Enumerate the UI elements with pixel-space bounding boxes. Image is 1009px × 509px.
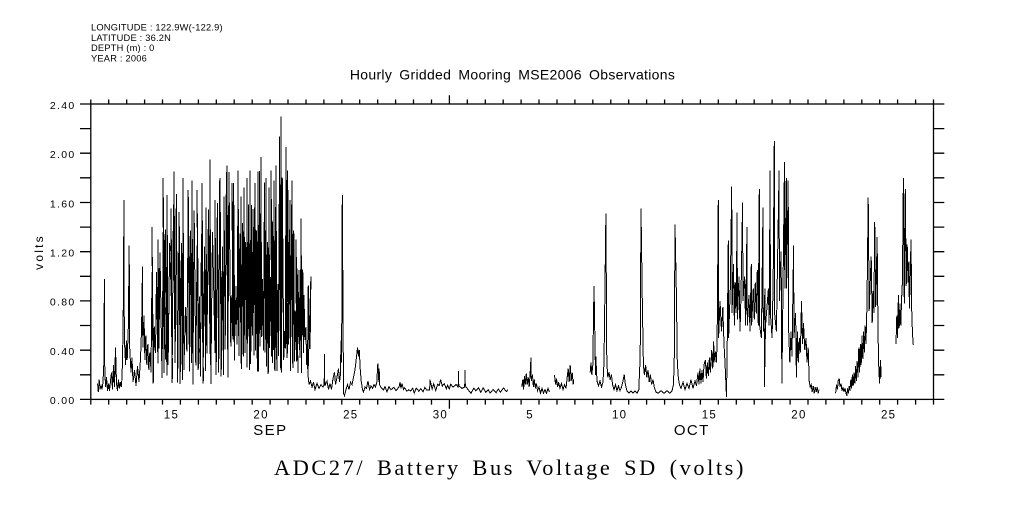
svg-text:OCT: OCT (674, 422, 710, 439)
svg-text:volts: volts (32, 234, 46, 270)
svg-text:2.40: 2.40 (50, 100, 76, 112)
svg-text:LATITUDE : 36.2N: LATITUDE : 36.2N (91, 33, 171, 43)
svg-text:0.40: 0.40 (50, 346, 76, 358)
svg-text:1.20: 1.20 (50, 248, 76, 260)
svg-text:25: 25 (343, 410, 358, 422)
svg-text:30: 30 (433, 410, 448, 422)
svg-text:20: 20 (253, 410, 268, 422)
svg-text:Hourly Gridded Mooring MSE2006: Hourly Gridded Mooring MSE2006 Observati… (350, 67, 675, 83)
svg-text:15: 15 (702, 410, 717, 422)
svg-text:5: 5 (526, 410, 534, 422)
svg-text:LONGITUDE : 122.9W(-122.9): LONGITUDE : 122.9W(-122.9) (91, 23, 223, 33)
svg-text:10: 10 (612, 410, 627, 422)
svg-text:2.00: 2.00 (50, 149, 76, 161)
svg-text:25: 25 (881, 410, 896, 422)
svg-text:1.60: 1.60 (50, 198, 76, 210)
svg-text:15: 15 (164, 410, 179, 422)
svg-text:0.80: 0.80 (50, 297, 76, 309)
svg-text:20: 20 (791, 410, 806, 422)
svg-text:SEP: SEP (253, 422, 287, 439)
svg-text:ADC27/ Battery Bus Voltage SD: ADC27/ Battery Bus Voltage SD (volts) (274, 455, 746, 480)
svg-text:YEAR : 2006: YEAR : 2006 (91, 54, 147, 64)
svg-text:0.00: 0.00 (50, 395, 76, 407)
svg-text:DEPTH (m) : 0: DEPTH (m) : 0 (91, 43, 155, 53)
